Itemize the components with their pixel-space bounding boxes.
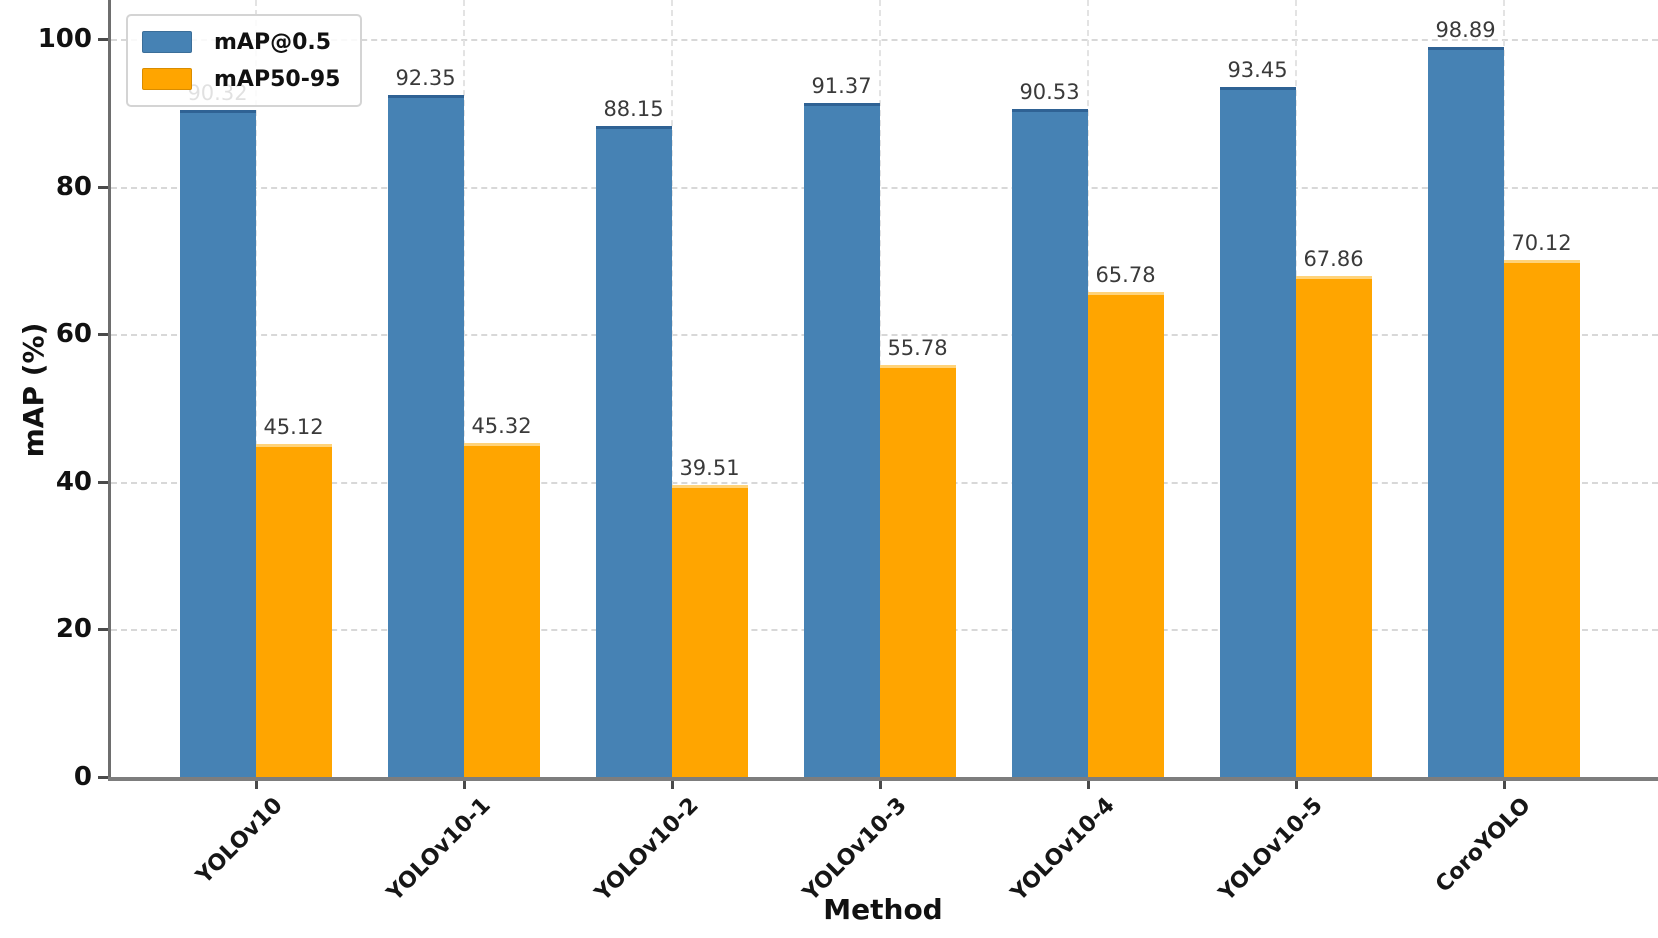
y-axis-title: mAP (%) [17,322,50,458]
bar-mAP50-95-YOLOv10-1 [463,442,540,777]
y-tick-mark [98,776,108,779]
x-category-label-CoroYOLO: CoroYOLO [1430,793,1536,898]
x-tick-mark [1294,781,1298,789]
bar-mAP50-95-YOLOv10-5 [1295,276,1372,777]
y-tick-label: 100 [37,24,92,54]
legend-label-map05: mAP@0.5 [214,29,332,55]
bar-mAP@0.5-YOLOv10-5 [1219,87,1296,777]
x-category-label-YOLOv10-1: YOLOv10-1 [381,793,496,907]
bar-mAP@0.5-YOLOv10-3 [803,102,880,777]
bar-mAP50-95-YOLOv10-4 [1087,291,1164,777]
y-tick-label: 60 [55,319,92,350]
x-category-label-YOLOv10-5: YOLOv10-5 [1213,793,1328,907]
y-tick-mark [98,185,108,189]
h-gridline [111,39,1658,41]
legend-item-map05: mAP@0.5 [142,28,340,56]
legend: mAP@0.5 mAP50-95 [126,14,363,107]
legend-swatch-map5095 [142,68,192,90]
value-label: 90.53 [1019,79,1080,104]
value-label: 45.32 [471,413,532,438]
bar-mAP50-95-YOLOv10-2 [671,485,748,777]
bar-mAP@0.5-YOLOv10-2 [595,126,672,777]
y-tick-mark [98,38,108,41]
bar-mAP50-95-YOLOv10 [255,444,332,777]
y-tick-label: 80 [55,171,92,202]
x-tick-mark [1502,781,1506,789]
x-tick-mark [254,781,258,789]
y-tick-label: 20 [55,614,92,645]
x-tick-mark [878,781,882,789]
legend-item-map5095: mAP50-95 [142,65,340,93]
value-label: 92.35 [395,66,456,91]
y-tick-mark [98,480,108,484]
value-label: 55.78 [887,336,948,361]
value-label: 70.12 [1511,230,1572,255]
x-tick-mark [1086,781,1090,789]
bar-mAP@0.5-YOLOv10 [179,110,256,777]
y-tick-label: 40 [55,466,92,497]
value-label: 93.45 [1227,58,1288,83]
bar-mAP@0.5-YOLOv10-1 [387,95,464,777]
x-category-label-YOLOv10-2: YOLOv10-2 [589,793,704,907]
x-axis-title: Method [823,893,943,926]
value-label: 88.15 [603,97,664,122]
v-gridline [254,0,257,777]
x-category-label-YOLOv10: YOLOv10 [191,793,288,889]
y-axis-spine [108,0,111,781]
h-gridline [111,334,1658,337]
bar-mAP@0.5-CoroYOLO [1427,47,1504,777]
v-gridline [670,0,673,777]
x-axis-line [108,777,1658,781]
value-label: 91.37 [811,73,872,98]
legend-swatch-map05 [142,31,192,53]
value-label: 98.89 [1435,18,1496,43]
y-tick-label: 0 [73,762,92,792]
value-label: 65.78 [1095,262,1156,287]
value-label: 67.86 [1303,247,1364,272]
bar-mAP50-95-CoroYOLO [1503,259,1580,777]
v-gridline [462,0,465,777]
value-label: 45.12 [263,415,324,439]
value-label: 39.51 [679,456,740,481]
x-tick-mark [670,781,674,789]
bar-mAP@0.5-YOLOv10-4 [1011,108,1088,777]
x-tick-mark [462,781,466,789]
bar-mAP50-95-YOLOv10-3 [879,365,956,777]
legend-label-map5095: mAP50-95 [214,66,341,92]
y-tick-mark [98,628,108,632]
y-tick-mark [98,333,108,337]
h-gridline [111,186,1658,189]
